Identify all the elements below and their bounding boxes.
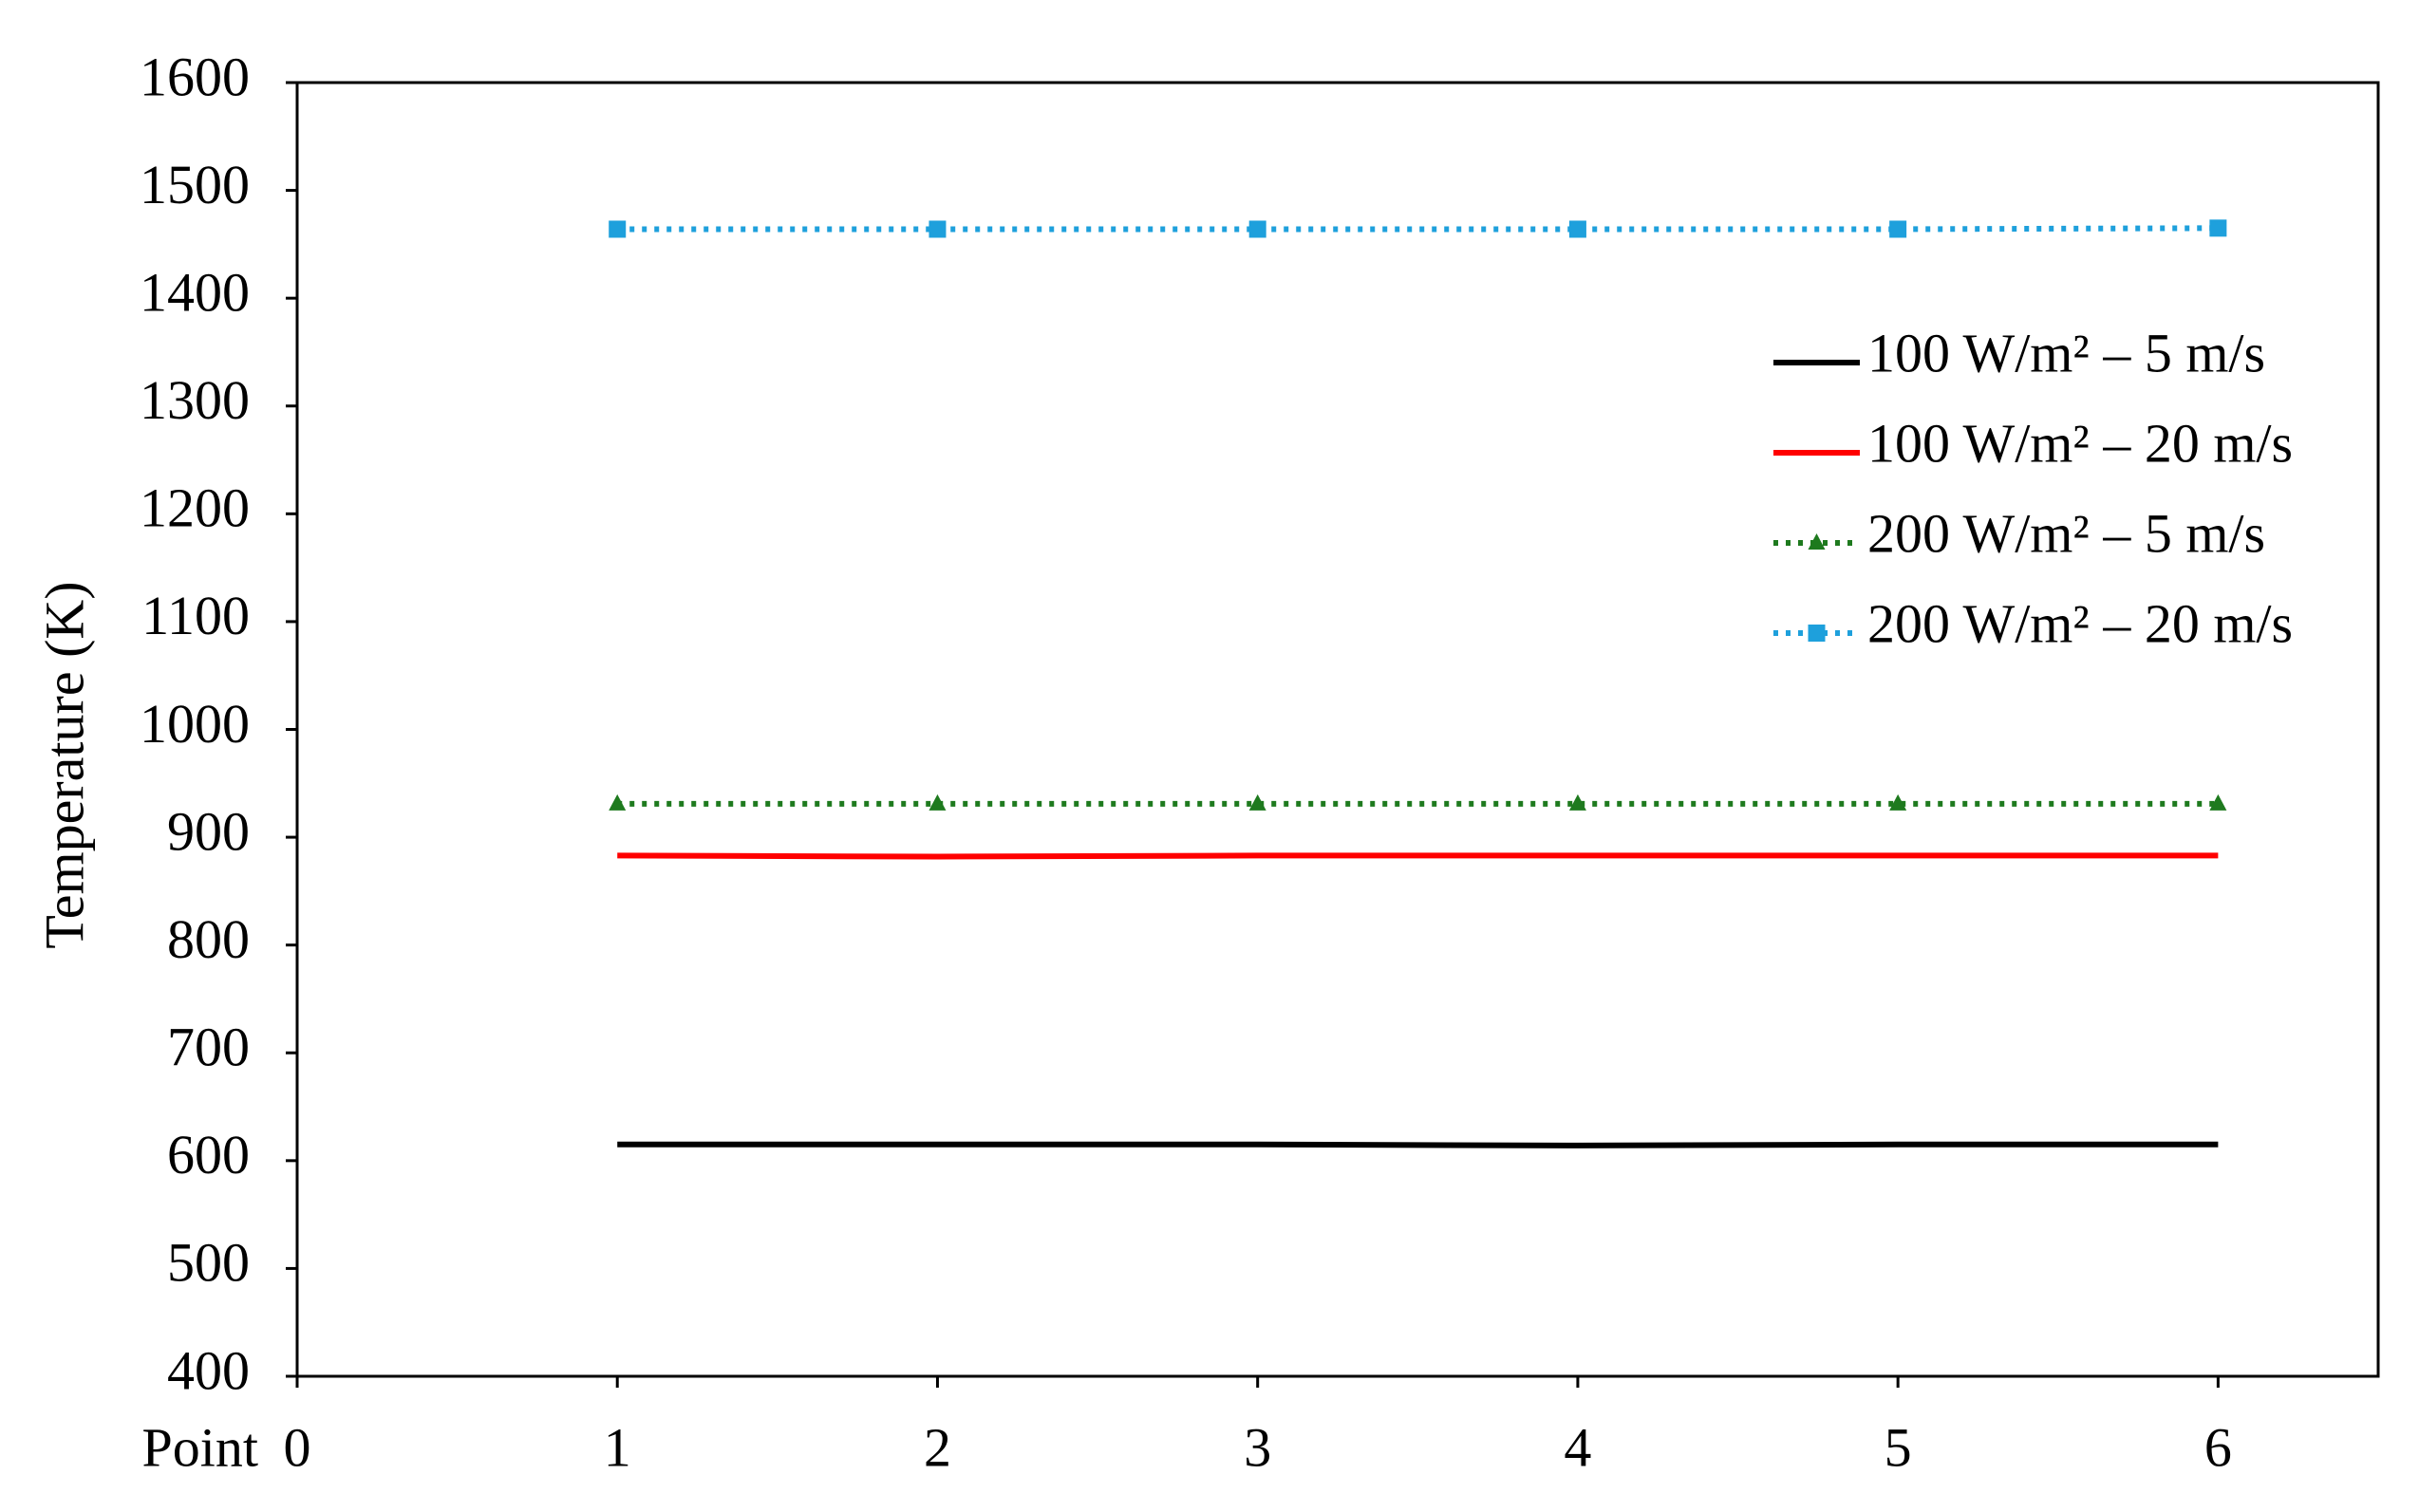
x-tick-label: 2 [924,1416,951,1478]
point-marker [2209,793,2227,811]
legend-label: 100 W/m² – 5 m/s [1867,322,2265,383]
x-tick-label: 6 [2204,1416,2232,1478]
y-tick-label: 500 [167,1232,250,1294]
y-tick-label: 700 [167,1017,250,1078]
x-tick-label: 5 [1885,1416,1912,1478]
y-tick-label: 1300 [140,369,250,431]
point-marker [1248,220,1266,238]
x-tick-label: 1 [604,1416,631,1478]
y-tick-label: 600 [167,1124,250,1185]
legend-label: 100 W/m² – 20 m/s [1867,412,2293,474]
y-tick-label: 900 [167,800,250,862]
point-marker [1568,220,1586,238]
x-tick-label: 4 [1564,1416,1591,1478]
point-marker [1889,220,1907,238]
x-axis-label: Point [142,1416,259,1478]
legend-label: 200 W/m² – 20 m/s [1867,592,2293,654]
y-tick-label: 800 [167,908,250,970]
legend-label: 200 W/m² – 5 m/s [1867,502,2265,564]
point-marker [1889,793,1907,811]
point-marker [1248,793,1266,811]
series-line [617,225,2219,233]
legend-marker [1808,533,1826,550]
plot-frame [295,81,2380,1378]
y-axis-label: Temperature (K) [33,581,95,948]
y-tick-label: 1400 [140,261,250,323]
series-line [617,852,2219,860]
legend-marker [1808,625,1826,642]
y-tick-label: 1100 [141,585,250,646]
series-line [617,1141,2219,1148]
y-tick-label: 400 [167,1339,250,1401]
point-marker [1568,793,1586,811]
y-tick-label: 1600 [140,46,250,107]
y-tick-label: 1000 [140,693,250,755]
point-marker [609,220,627,238]
y-tick-label: 1200 [140,477,250,539]
y-tick-label: 1500 [140,154,250,215]
point-marker [928,220,947,238]
x-tick-label: 3 [1244,1416,1271,1478]
point-marker [609,793,627,811]
point-marker [928,793,947,811]
point-marker [2209,219,2227,237]
x-tick-label: 0 [284,1416,311,1478]
